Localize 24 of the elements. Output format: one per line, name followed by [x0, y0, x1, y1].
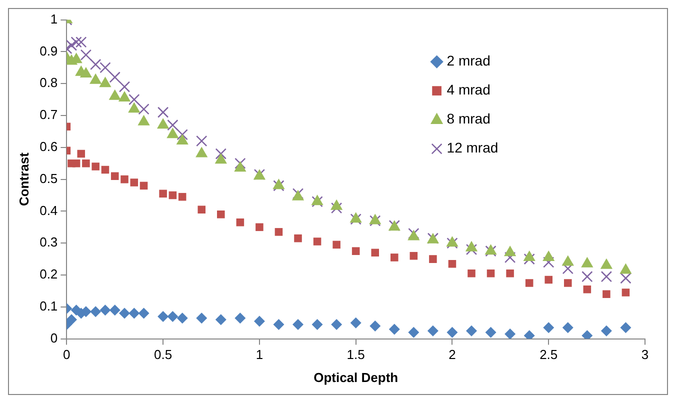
x-tick-label: 0.5	[154, 347, 172, 362]
legend-label: 12 mrad	[446, 140, 498, 156]
y-tick-label: 0.4	[40, 202, 58, 218]
y-tick-label: 0.8	[40, 75, 58, 90]
y-tick-label: 0.2	[40, 266, 58, 282]
y-tick-label: 0.6	[40, 138, 58, 154]
y-tick-label: 0.5	[40, 170, 58, 186]
x-tick-label: 2	[448, 347, 456, 362]
x-tick-label: 1.5	[346, 347, 365, 362]
x-tick-label: 1	[256, 347, 264, 362]
y-axis-title: Contrast	[16, 152, 32, 206]
y-tick-label: 0	[50, 330, 58, 346]
x-axis-title: Optical Depth	[314, 370, 398, 385]
x-tick-label: 3	[641, 347, 649, 362]
legend-label: 8 mrad	[446, 110, 490, 127]
legend-label: 2 mrad	[446, 52, 490, 69]
x-tick-label: 0	[63, 347, 70, 362]
y-tick-label: 0.3	[40, 234, 58, 250]
x-tick-label: 2.5	[540, 347, 558, 362]
y-tick-label: 0.7	[40, 107, 58, 122]
legend-label: 4 mrad	[446, 82, 490, 98]
y-tick-label: 0.9	[40, 43, 58, 58]
y-tick-label: 0.1	[40, 298, 58, 314]
y-tick-label: 1	[50, 11, 58, 26]
